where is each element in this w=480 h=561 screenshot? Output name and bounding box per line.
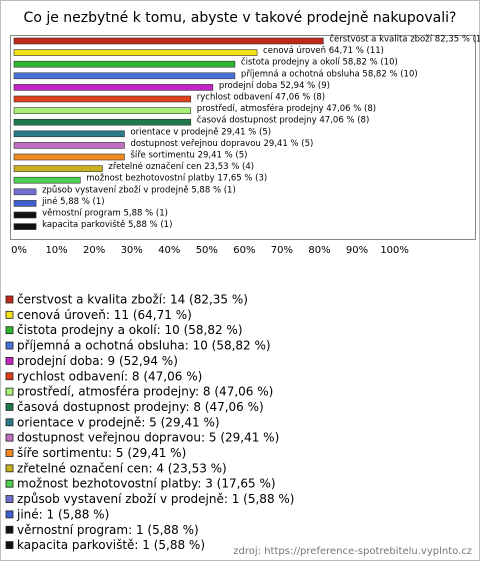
x-tick-label: 10%	[45, 245, 67, 256]
x-tick-label: 100%	[380, 245, 409, 256]
legend-swatch	[5, 356, 14, 365]
bar-label: zřetelné označení cen 23,53 % (4)	[108, 161, 254, 172]
bar	[13, 95, 192, 103]
legend-swatch	[5, 541, 14, 549]
legend-label: zřetelné označení cen: 4 (23,53 %)	[17, 461, 227, 475]
legend-swatch	[5, 433, 14, 442]
bar-label: prostředí, atmosféra prodejny 47,06 % (8…	[197, 103, 376, 114]
bar-label: čerstvost a kvalita zboží 82,35 % (14)	[329, 34, 480, 45]
x-tick-label: 70%	[271, 245, 293, 256]
legend-label: věrnostní program: 1 (5,88 %)	[17, 523, 199, 537]
legend-label: rychlost odbavení: 8 (47,06 %)	[17, 369, 202, 383]
bar-label: kapacita parkoviště 5,88 % (1)	[42, 219, 172, 230]
legend-label: možnost bezhotovostní platby: 3 (17,65 %…	[17, 477, 276, 491]
legend-swatch	[5, 372, 14, 381]
bar	[13, 165, 103, 172]
bar	[13, 49, 258, 56]
legend-label: prodejní doba: 9 (52,94 %)	[17, 354, 178, 368]
bar	[13, 223, 37, 230]
bar	[13, 211, 37, 219]
legend-swatch	[5, 449, 14, 457]
x-tick-label: 80%	[308, 245, 330, 256]
bar-label: šíře sortimentu 29,41 % (5)	[130, 150, 247, 161]
legend-swatch	[5, 464, 14, 473]
bar	[13, 118, 192, 126]
x-tick-label: 30%	[121, 245, 143, 256]
bar-label: možnost bezhotovostní platby 17,65 % (3)	[86, 174, 267, 184]
legend-swatch	[5, 418, 14, 427]
bar-label: způsob vystavení zboží v prodejně 5,88 %…	[42, 184, 236, 195]
legend-label: způsob vystavení zboží v prodejně: 1 (5,…	[17, 492, 294, 506]
bar	[13, 153, 125, 161]
legend-label: cenová úroveň: 11 (64,71 %)	[17, 308, 192, 322]
legend-swatch	[5, 387, 14, 396]
bar-label: rychlost odbavení 47,06 % (8)	[197, 93, 325, 103]
bar	[13, 176, 81, 184]
legend-swatch	[5, 341, 14, 350]
bar-label: čistota prodejny a okolí 58,82 % (10)	[241, 57, 398, 68]
bar	[13, 72, 236, 80]
legend-swatch	[5, 326, 14, 335]
bar	[13, 130, 125, 138]
legend-swatch	[5, 495, 14, 503]
legend-label: dostupnost veřejnou dopravou: 5 (29,41 %…	[17, 431, 279, 445]
bar-label: jiné 5,88 % (1)	[41, 196, 105, 207]
bar-label: cenová úroveň 64,71 % (11)	[263, 45, 384, 56]
plot-box	[10, 35, 476, 240]
bar-label: orientace v prodejně 29,41 % (5)	[130, 127, 271, 137]
legend-label: orientace v prodejně: 5 (29,41 %)	[17, 415, 220, 429]
bar	[13, 37, 324, 45]
legend-label: kapacita parkoviště: 1 (5,88 %)	[17, 538, 205, 552]
bar-label: prodejní doba 52,94 % (9)	[219, 81, 330, 91]
bar	[13, 107, 192, 114]
legend-label: čistota prodejny a okolí: 10 (58,82 %)	[17, 323, 243, 337]
x-tick-label: 40%	[158, 245, 180, 256]
bar-label: věrnostní program 5,88 % (1)	[42, 209, 168, 219]
legend-swatch	[5, 510, 14, 519]
x-tick-label: 90%	[346, 245, 368, 256]
bar	[13, 188, 37, 196]
legend-swatch	[5, 310, 14, 319]
legend-label: časová dostupnost prodejny: 8 (47,06 %)	[17, 400, 264, 414]
bar-label: příjemná a ochotná obsluha 58,82 % (10)	[241, 69, 418, 79]
bar	[13, 84, 214, 91]
legend-label: příjemná a ochotná obsluha: 10 (58,82 %)	[17, 339, 271, 353]
source: zdroj: https://preference-spotrebitelu.v…	[233, 546, 472, 557]
bar-label: časová dostupnost prodejny 47,06 % (8)	[197, 115, 370, 126]
legend-label: jiné: 1 (5,88 %)	[16, 507, 109, 521]
legend-swatch	[5, 479, 14, 488]
chart-title: Co je nezbytné k tomu, abyste v takové p…	[24, 10, 457, 26]
bar	[13, 142, 125, 149]
legend-swatch	[5, 295, 14, 304]
legend-swatch	[5, 525, 14, 534]
legend-label: čerstvost a kvalita zboží: 14 (82,35 %)	[17, 293, 248, 307]
x-tick-label: 50%	[196, 245, 218, 256]
bar-label: dostupnost veřejnou dopravou 29,41 % (5)	[130, 139, 313, 149]
legend-label: šíře sortimentu: 5 (29,41 %)	[17, 446, 186, 460]
legend-label: prostředí, atmosféra prodejny: 8 (47,06 …	[17, 385, 273, 399]
x-tick-label: 60%	[233, 245, 255, 256]
bar	[13, 60, 236, 68]
x-tick-label: 20%	[83, 245, 105, 256]
x-tick-label: 0%	[11, 245, 27, 256]
legend-swatch	[5, 403, 14, 411]
bar	[13, 200, 37, 207]
